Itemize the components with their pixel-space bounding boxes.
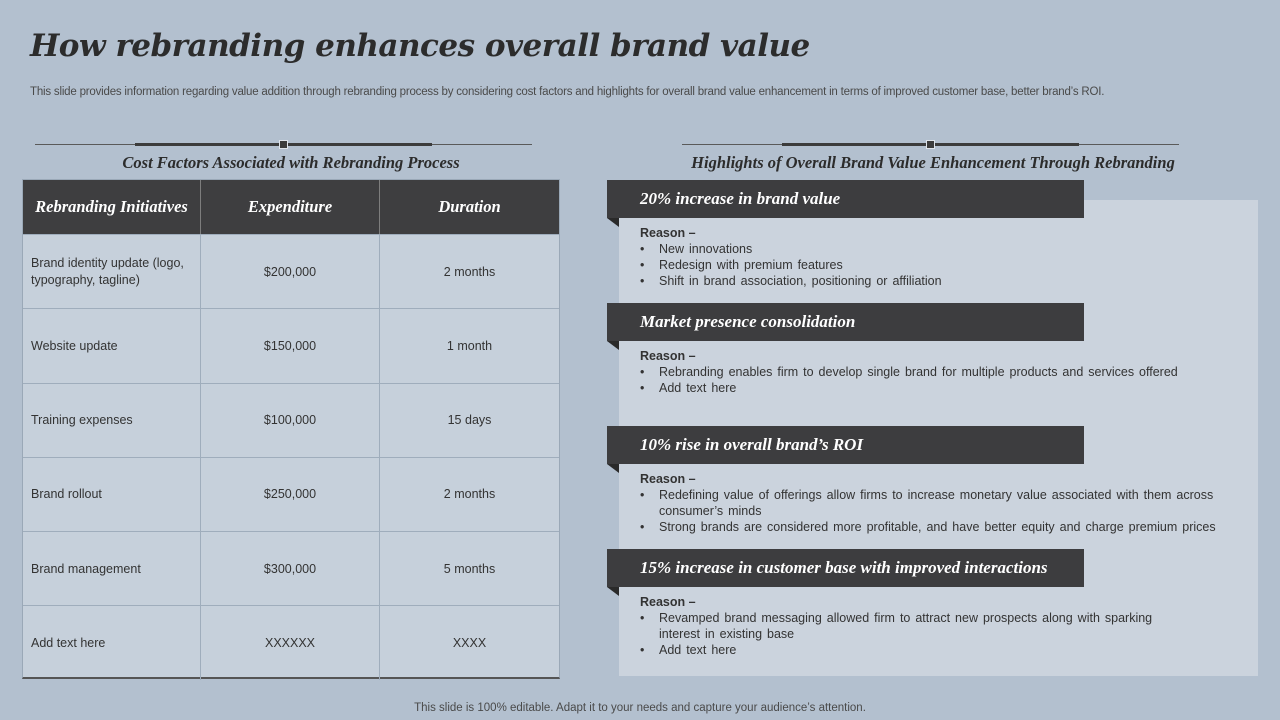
highlight-title: 15% increase in customer base with impro… [607, 549, 1084, 587]
right-divider [682, 140, 1179, 150]
cell-initiative: Brand management [23, 532, 201, 606]
reason-label: Reason – [640, 226, 696, 240]
cell-duration: 15 days [447, 413, 492, 428]
highlight-title: Market presence consolidation [607, 303, 1084, 341]
cell-expenditure: $200,000 [201, 235, 380, 309]
table-row: Brand rollout $250,000 2 months [23, 456, 559, 532]
cell-expenditure: $300,000 [201, 532, 380, 606]
table-row: Add text here XXXXXX XXXX [23, 605, 559, 680]
cell-initiative: Training expenses [23, 383, 201, 457]
reason-label: Reason – [640, 349, 696, 363]
cell-expenditure: $100,000 [201, 383, 380, 457]
reason-bullet: Redesign with premium features [640, 257, 1240, 273]
table-row: Brand management $300,000 5 months [23, 531, 559, 606]
ribbon-fold [607, 587, 619, 596]
cell-expenditure: $150,000 [201, 309, 380, 383]
table-row: Training expenses $100,000 15 days [23, 382, 559, 457]
header-duration: Duration [438, 197, 501, 217]
highlight-body: Reason – Rebranding enables firm to deve… [640, 348, 1240, 396]
reason-bullet: Redefining value of offerings allow firm… [640, 487, 1235, 519]
cell-initiative: Add text here [23, 606, 201, 680]
ribbon-fold [607, 464, 619, 473]
left-divider [35, 140, 532, 150]
cell-initiative: Brand rollout [23, 457, 201, 532]
slide-subtitle: This slide provides information regardin… [30, 86, 1105, 98]
header-expenditure: Expenditure [201, 180, 380, 234]
reason-bullet: New innovations [640, 241, 1240, 257]
highlight-body: Reason – Revamped brand messaging allowe… [640, 594, 1185, 658]
highlight-body: Reason – Redefining value of offerings a… [640, 471, 1235, 535]
reason-bullet: Rebranding enables firm to develop singl… [640, 364, 1240, 380]
highlight-body: Reason – New innovations Redesign with p… [640, 225, 1240, 289]
cell-duration: XXXX [452, 636, 487, 650]
cell-expenditure: $250,000 [201, 457, 380, 532]
slide-title: How rebranding enhances overall brand va… [30, 28, 810, 64]
cell-initiative: Brand identity update (logo, typography,… [23, 235, 201, 309]
ribbon-fold [607, 218, 619, 227]
reason-bullet: Add text here [640, 642, 1185, 658]
header-initiatives: Rebranding Initiatives [23, 180, 201, 234]
cell-duration: 1 month [446, 338, 493, 353]
left-section-heading: Cost Factors Associated with Rebranding … [122, 153, 460, 172]
reason-label: Reason – [640, 472, 696, 486]
ribbon-fold [607, 341, 619, 350]
table-row: Website update $150,000 1 month [23, 308, 559, 383]
reason-bullet: Revamped brand messaging allowed firm to… [640, 610, 1185, 642]
table-row: Brand identity update (logo, typography,… [23, 234, 559, 309]
right-section-heading: Highlights of Overall Brand Value Enhanc… [691, 153, 1175, 172]
reason-bullet: Strong brands are considered more profit… [640, 519, 1235, 535]
cell-duration: 2 months [443, 264, 496, 279]
table-header: Rebranding Initiatives Expenditure Durat… [23, 180, 559, 234]
reason-label: Reason – [640, 595, 696, 609]
footer-note: This slide is 100% editable. Adapt it to… [414, 702, 866, 714]
reason-bullet: Shift in brand association, positioning … [640, 273, 1240, 289]
cell-expenditure: XXXXXX [201, 606, 380, 680]
cell-initiative: Website update [23, 309, 201, 383]
highlight-title: 10% rise in overall brand’s ROI [607, 426, 1084, 464]
cell-duration: 5 months [443, 561, 496, 576]
cost-factors-table: Rebranding Initiatives Expenditure Durat… [22, 179, 560, 680]
cell-duration: 2 months [443, 487, 496, 502]
highlight-title: 20% increase in brand value [607, 180, 1084, 218]
reason-bullet: Add text here [640, 380, 1240, 396]
